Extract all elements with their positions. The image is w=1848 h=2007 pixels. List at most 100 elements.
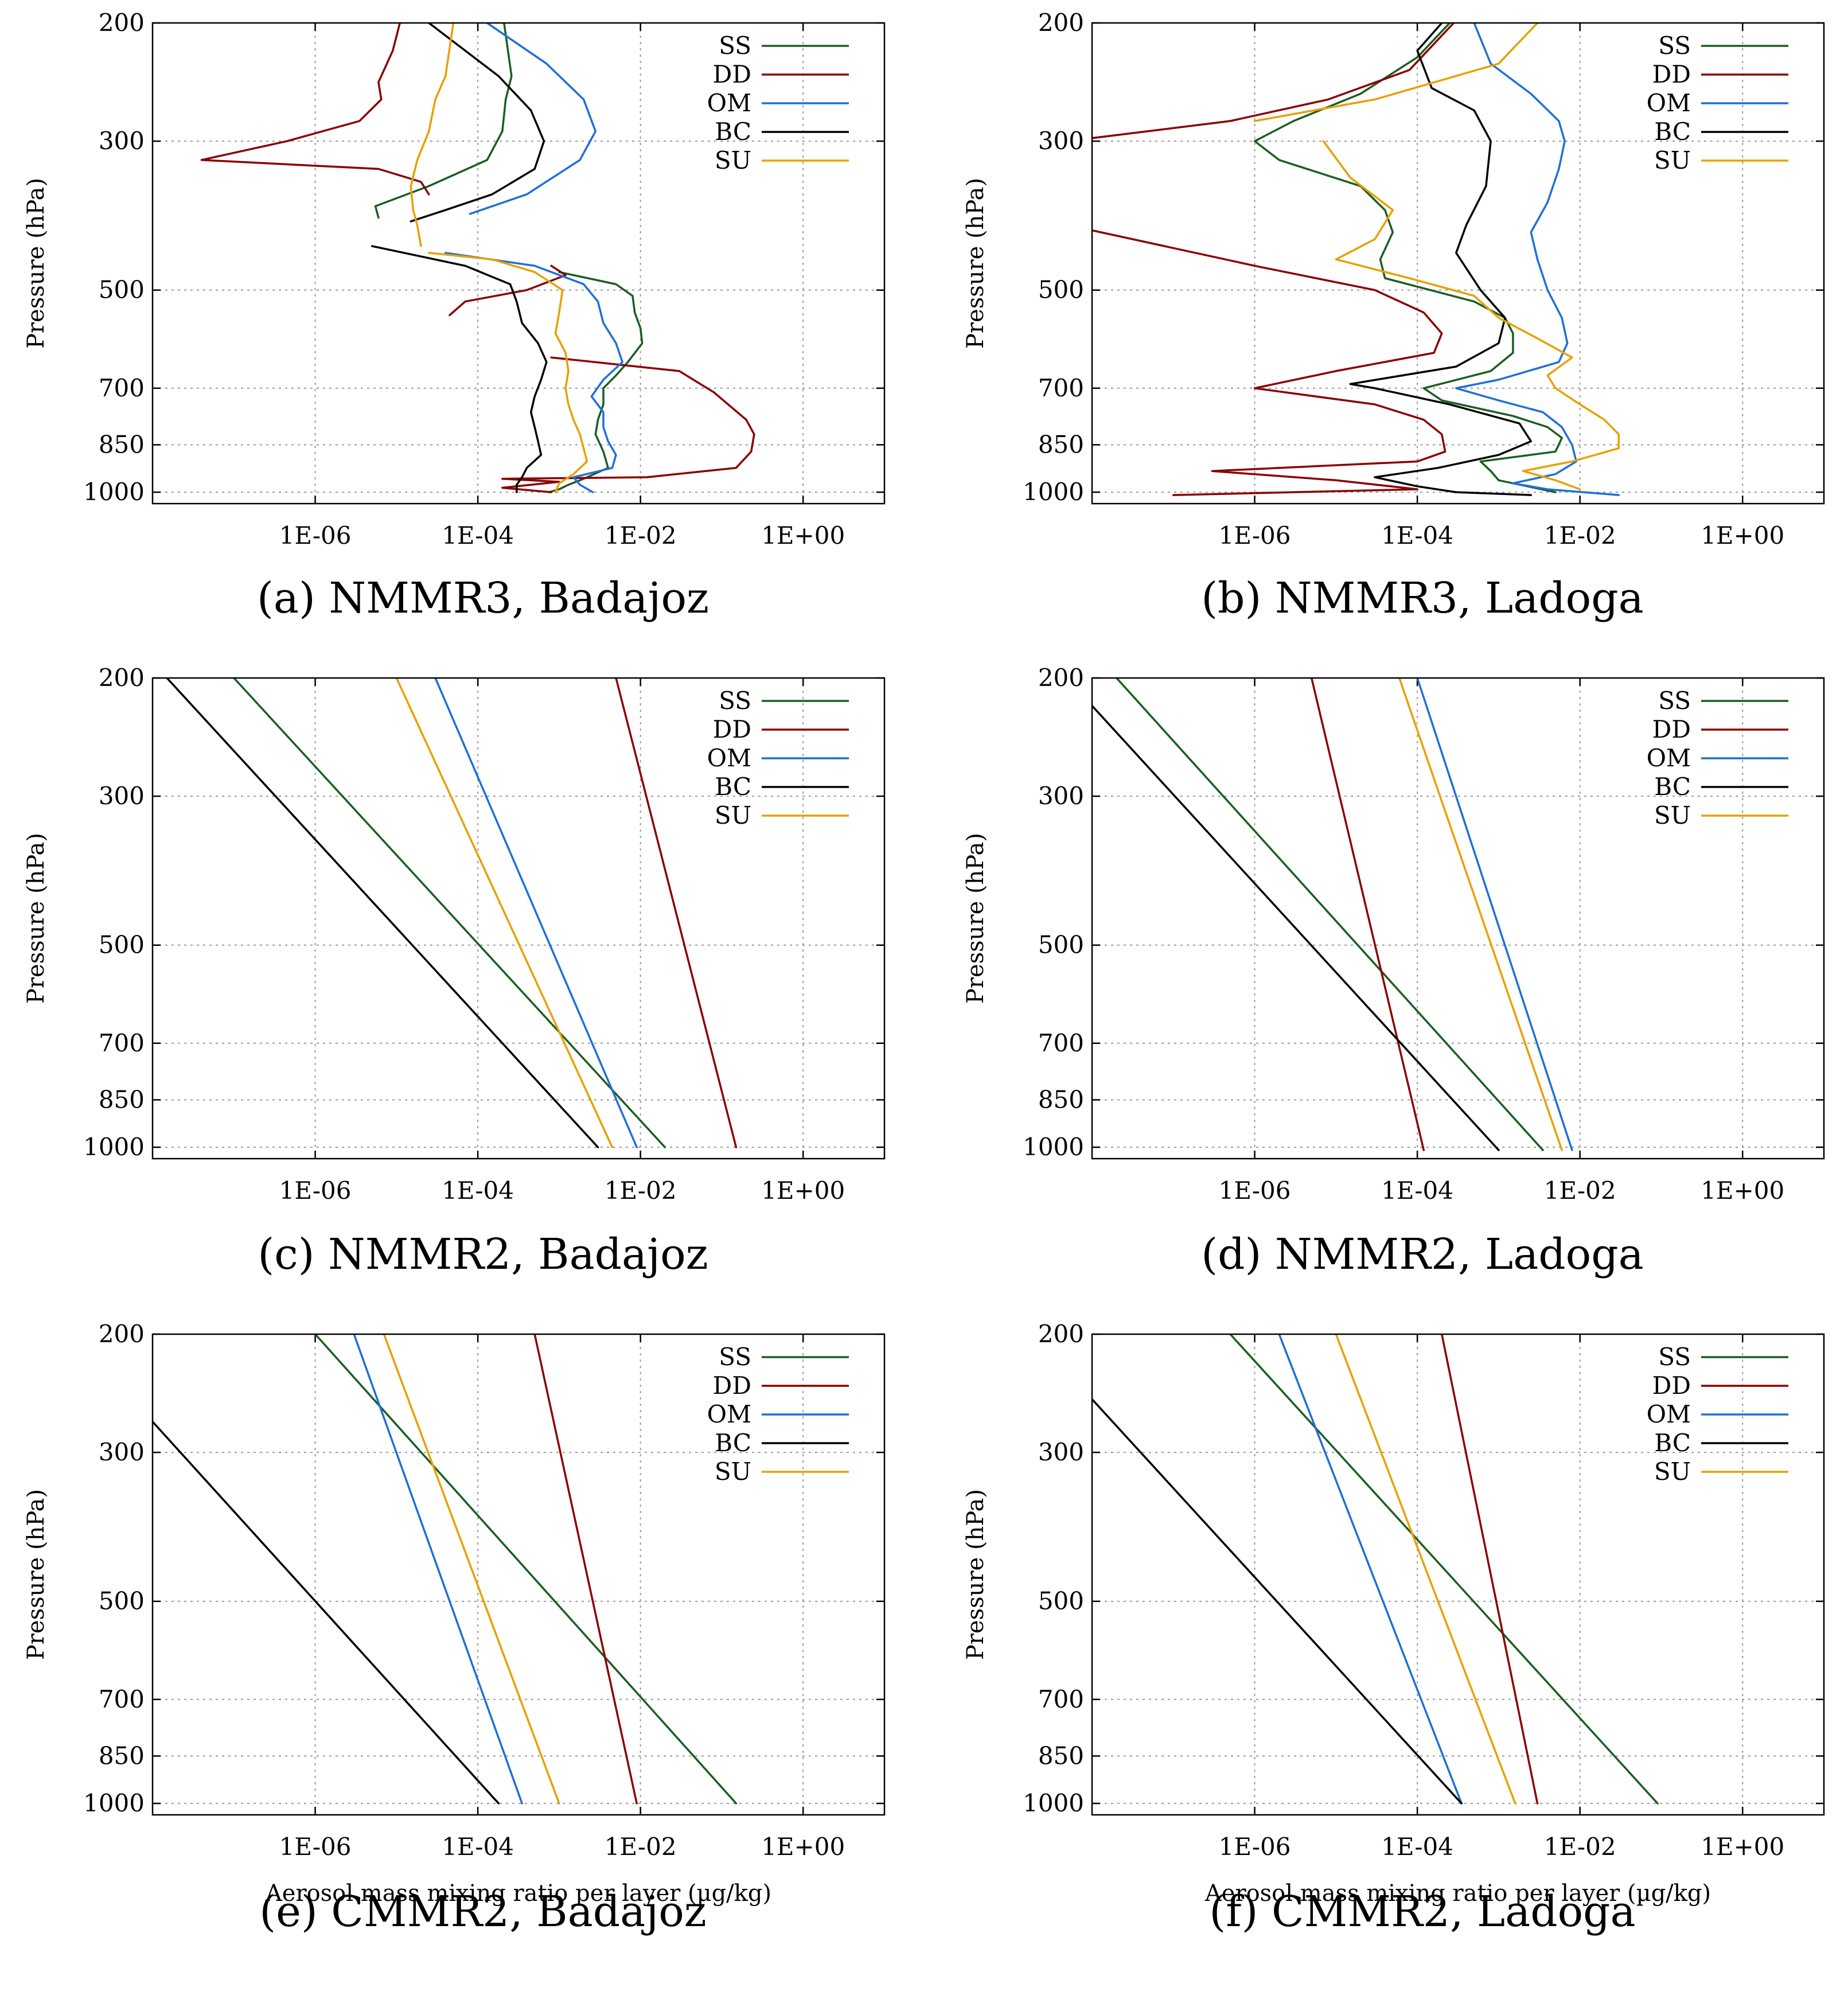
x-tick-label: 1E-04 [1381, 521, 1453, 550]
x-tick-label: 1E-02 [1544, 521, 1616, 550]
legend-label-su: SU [1654, 146, 1691, 174]
y-tick-label: 200 [1038, 664, 1084, 692]
legend-label-dd: DD [1652, 60, 1691, 88]
x-axis-title: Aerosol mass mixing ratio per layer (µg/… [1204, 1880, 1711, 1907]
legend-label-dd: DD [713, 1371, 751, 1400]
y-tick-label: 200 [99, 664, 145, 692]
series-line-su [395, 678, 614, 1148]
legend-label-bc: BC [715, 118, 751, 146]
plot-frame [151, 1333, 886, 1816]
y-tick-label: 1000 [83, 1133, 145, 1161]
chart-caption: (f) CMMR2, Ladoga [1209, 1887, 1635, 1936]
y-tick-label: 500 [1038, 276, 1084, 304]
series-line-dd [533, 1334, 638, 1805]
legend-label-ss: SS [1658, 32, 1691, 60]
x-tick-label: 1E-06 [279, 1176, 352, 1205]
y-tick-label: 1000 [1023, 1133, 1084, 1161]
series-line-dd [615, 678, 738, 1148]
y-tick-label: 850 [1038, 430, 1084, 458]
series-line-om [1416, 678, 1573, 1151]
y-axis-title: Pressure (hPa) [962, 1489, 989, 1660]
legend-label-bc: BC [715, 773, 751, 801]
y-tick-label: 200 [1038, 9, 1084, 37]
series-line-bc [1092, 704, 1500, 1151]
y-tick-label: 300 [99, 782, 145, 810]
series-line-dd [1441, 1334, 1539, 1805]
series-group [1092, 678, 1573, 1151]
x-tick-label: 1E+00 [761, 1176, 845, 1205]
x-axis-title: Aerosol mass mixing ratio per layer (µg/… [265, 1880, 771, 1907]
legend-label-ss: SS [719, 32, 751, 60]
x-tick-label: 1E-04 [442, 1833, 514, 1861]
y-tick-label: 850 [99, 430, 145, 458]
legend-label-bc: BC [1654, 1429, 1691, 1457]
series-line-om [1278, 1334, 1463, 1805]
y-tick-label: 200 [1038, 1320, 1084, 1348]
y-tick-label: 300 [99, 127, 145, 155]
legend-label-su: SU [1654, 1457, 1691, 1486]
series-line-dd [200, 23, 755, 493]
x-tick-label: 1E-06 [279, 1833, 352, 1861]
plot-frame [151, 22, 886, 505]
series-line-bc [166, 678, 599, 1148]
x-tick-label: 1E-06 [1219, 1176, 1291, 1205]
series-line-ss [233, 678, 666, 1148]
y-tick-label: 300 [99, 1438, 145, 1466]
series-line-dd [1092, 23, 1455, 496]
y-axis-title: Pressure (hPa) [23, 178, 49, 349]
y-tick-label: 700 [1038, 1029, 1084, 1057]
chart-caption: (c) NMMR2, Badajoz [258, 1230, 708, 1279]
series-line-su [1335, 1334, 1516, 1805]
legend-label-ss: SS [1658, 1343, 1691, 1371]
series-group [153, 1334, 738, 1805]
plot-frame [1091, 22, 1825, 505]
x-tick-label: 1E-06 [1219, 1833, 1291, 1861]
x-tick-label: 1E-04 [442, 1176, 514, 1205]
y-tick-label: 700 [99, 374, 145, 402]
y-tick-label: 1000 [83, 478, 145, 506]
legend-label-su: SU [715, 1457, 751, 1486]
x-tick-label: 1E-06 [1219, 521, 1291, 550]
series-line-su [1398, 678, 1563, 1151]
x-tick-label: 1E+00 [1701, 1833, 1784, 1861]
series-line-ss [1115, 678, 1544, 1151]
y-tick-label: 200 [99, 1320, 145, 1348]
y-tick-label: 850 [99, 1741, 145, 1770]
plot-frame [1091, 1333, 1825, 1816]
series-group [1092, 23, 1620, 496]
x-tick-label: 1E+00 [1701, 521, 1784, 550]
x-tick-label: 1E-02 [605, 521, 677, 550]
chart-panel-d: 1E-06 1E-04 1E-02 1E+00 200 300 500 700 850 1000 S… [962, 664, 1825, 1279]
series-line-bc [1092, 1398, 1463, 1805]
series-group [166, 678, 738, 1148]
legend-label-su: SU [715, 146, 751, 174]
y-tick-label: 500 [99, 931, 145, 959]
chart-panel-f: 1E-06 1E-04 1E-02 1E+00 200 300 500 700 850 1000 S… [962, 1320, 1825, 1936]
series-line-ss [314, 1334, 738, 1805]
y-tick-label: 1000 [1023, 478, 1084, 506]
legend-label-om: OM [707, 1400, 751, 1428]
chart-panel-b: 1E-06 1E-04 1E-02 1E+00 200 300 500 700 850 1000 S… [962, 9, 1825, 623]
y-tick-label: 300 [1038, 127, 1084, 155]
series-group [1092, 1334, 1659, 1805]
y-tick-label: 500 [99, 276, 145, 304]
x-tick-label: 1E-04 [442, 521, 514, 550]
series-line-ss [1229, 1334, 1659, 1805]
y-tick-label: 500 [1038, 931, 1084, 959]
x-tick-label: 1E-02 [605, 1176, 677, 1205]
legend-label-bc: BC [1654, 773, 1691, 801]
y-axis-title: Pressure (hPa) [962, 178, 989, 349]
series-line-om [444, 23, 623, 493]
plot-frame [1091, 677, 1825, 1160]
y-axis-title: Pressure (hPa) [962, 833, 989, 1004]
x-tick-label: 1E-02 [1544, 1176, 1616, 1205]
x-tick-label: 1E-04 [1381, 1833, 1453, 1861]
y-tick-label: 850 [99, 1085, 145, 1113]
y-tick-label: 500 [99, 1587, 145, 1615]
y-tick-label: 700 [99, 1685, 145, 1713]
